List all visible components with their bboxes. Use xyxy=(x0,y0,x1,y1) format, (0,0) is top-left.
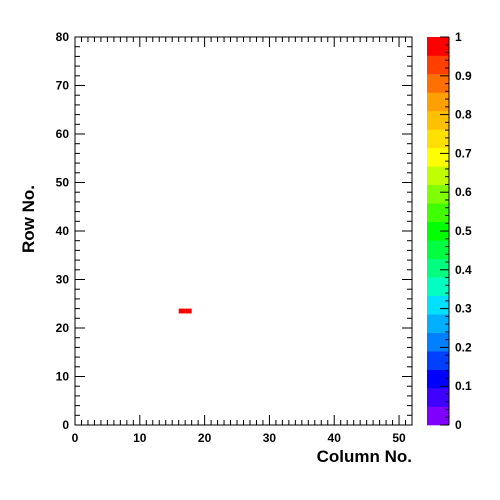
palette-tick-label: 0.5 xyxy=(455,224,472,238)
y-tick-label: 40 xyxy=(56,224,70,238)
palette-band xyxy=(427,277,449,296)
palette-band xyxy=(427,110,449,130)
y-axis: 0 10 20 30 40 50 60 70 80 xyxy=(56,30,412,432)
y-tick-label: 70 xyxy=(56,79,70,93)
palette-band xyxy=(427,92,449,112)
x-axis: 0 10 20 30 40 50 xyxy=(72,37,413,445)
palette-tick-label: 0.7 xyxy=(455,146,472,160)
x-axis-title: Column No. xyxy=(317,447,412,466)
palette-tick-label: 0.1 xyxy=(455,379,472,393)
y-tick-label: 20 xyxy=(56,321,70,335)
color-palette: 0 0.1 0.2 0.3 0.4 0.5 0.6 0.7 0.8 0.9 1 xyxy=(427,30,472,432)
x-tick-label: 10 xyxy=(133,431,147,445)
palette-band xyxy=(427,240,449,260)
palette-tick-label: 0.6 xyxy=(455,185,472,199)
palette-band xyxy=(427,258,449,278)
y-axis-title: Row No. xyxy=(19,185,38,253)
heatmap-cell xyxy=(178,308,186,314)
heatmap-cells xyxy=(178,308,192,314)
palette-band xyxy=(427,203,449,223)
x-tick-label: 40 xyxy=(328,431,342,445)
palette-band xyxy=(427,129,449,149)
x-tick-label: 50 xyxy=(392,431,406,445)
palette-band xyxy=(427,369,449,389)
palette-band xyxy=(427,37,449,56)
palette-band xyxy=(427,166,449,186)
palette-band xyxy=(427,184,449,204)
palette-tick-label: 0.8 xyxy=(455,108,472,122)
palette-tick-label: 1 xyxy=(455,30,462,44)
palette-tick-label: 0 xyxy=(455,418,462,432)
heatmap-cell xyxy=(185,308,192,314)
palette-band xyxy=(427,73,449,93)
palette-band xyxy=(427,388,449,407)
palette-band xyxy=(427,406,449,426)
y-tick-label: 30 xyxy=(56,273,70,287)
y-tick-label: 80 xyxy=(56,30,70,44)
palette-band xyxy=(427,332,449,352)
palette-band xyxy=(427,55,449,75)
x-tick-label: 30 xyxy=(263,431,277,445)
palette-band xyxy=(427,314,449,333)
palette-tick-label: 0.4 xyxy=(455,263,472,277)
y-tick-label: 10 xyxy=(56,370,70,384)
y-tick-label: 60 xyxy=(56,127,70,141)
palette-tick-label: 0.9 xyxy=(455,69,472,83)
y-tick-label: 0 xyxy=(62,418,69,432)
palette-band xyxy=(427,351,449,370)
palette-tick-label: 0.2 xyxy=(455,340,472,354)
x-tick-label: 0 xyxy=(72,431,79,445)
y-tick-label: 50 xyxy=(56,176,70,190)
x-tick-label: 20 xyxy=(198,431,212,445)
palette-band xyxy=(427,221,449,241)
palette-band xyxy=(427,147,449,167)
palette-band xyxy=(427,295,449,315)
palette-tick-label: 0.3 xyxy=(455,302,472,316)
